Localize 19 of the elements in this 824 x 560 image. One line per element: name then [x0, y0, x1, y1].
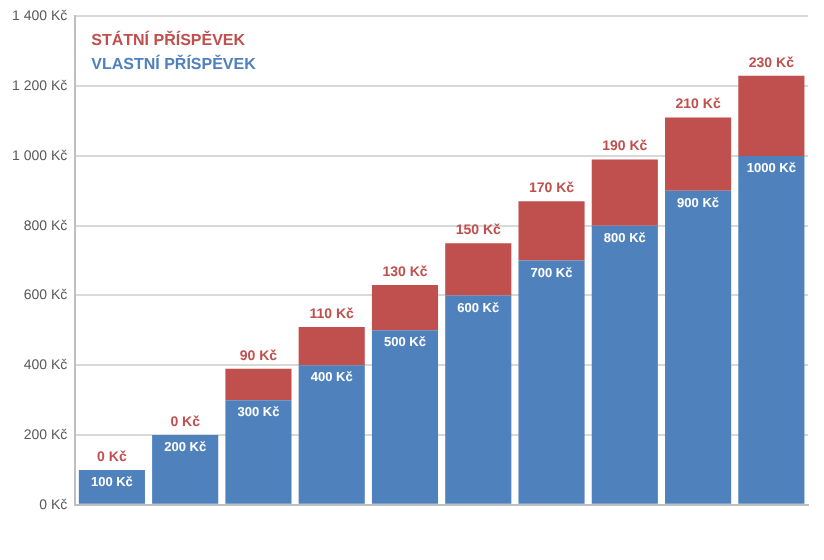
- bar: [445, 243, 512, 296]
- bar: [738, 75, 805, 156]
- bar: [665, 190, 732, 504]
- bar: [152, 435, 219, 504]
- bar: [371, 330, 439, 504]
- text: VLASTNÍ PŘÍSPĚVEK: [91, 52, 257, 73]
- bar: [665, 117, 732, 191]
- bar: [225, 400, 292, 504]
- bar: [518, 201, 585, 261]
- bar: [371, 285, 439, 331]
- bar: [225, 368, 292, 401]
- bar: [738, 155, 805, 504]
- bar: [591, 225, 658, 504]
- bar: [518, 260, 585, 504]
- bar: [298, 365, 365, 504]
- text: STÁTNÍ PŘÍSPĚVEK: [91, 28, 246, 49]
- bar: [298, 326, 365, 366]
- bar: [591, 159, 658, 226]
- bar: [445, 295, 512, 504]
